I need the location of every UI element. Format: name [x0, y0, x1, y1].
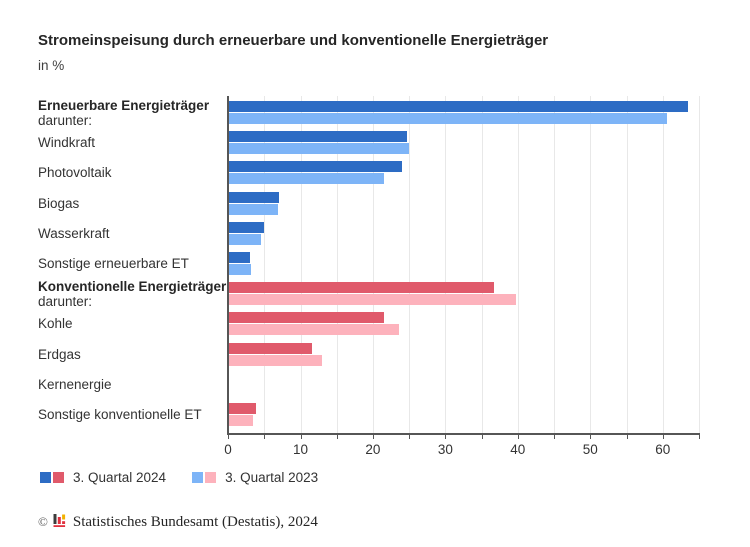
x-axis-tick — [228, 435, 229, 439]
bar-2023 — [229, 294, 516, 306]
legend-swatch-icon — [205, 472, 217, 483]
x-axis-tick — [264, 435, 266, 439]
y-axis-line — [227, 96, 229, 433]
x-axis-tick — [517, 435, 519, 439]
legend-label: 3. Quartal 2024 — [73, 470, 167, 485]
x-axis-tick — [300, 435, 302, 439]
legend-swatch-icon — [40, 472, 51, 483]
x-axis-tick — [626, 435, 628, 439]
gridline — [626, 96, 628, 433]
x-axis-tick — [336, 435, 338, 439]
bar-2024 — [229, 282, 495, 294]
gridline — [481, 96, 483, 433]
plot-area — [227, 96, 700, 433]
x-axis-tick-label: 10 — [292, 442, 309, 457]
x-axis-tick-label: 30 — [437, 442, 453, 457]
row-label: Erdgas — [38, 346, 81, 362]
gridline — [662, 96, 664, 433]
row-group-sublabel: darunter: — [38, 294, 93, 310]
x-axis-tick — [699, 435, 700, 439]
legend-item-2024: 3. Quartal 2024 — [40, 470, 166, 485]
gridline — [445, 96, 447, 433]
bar-chart: Erneuerbare Energieträger darunter: Windkr… — [0, 96, 750, 433]
row-group-sublabel: darunter: — [38, 113, 93, 128]
row-label: Photovoltaik — [38, 165, 112, 181]
x-axis: 0 10 20 30 40 50 60 — [224, 433, 700, 463]
bar-2023 — [229, 113, 667, 124]
gridline — [517, 96, 519, 433]
bar-2024 — [229, 252, 250, 263]
gridline — [264, 96, 266, 433]
x-axis-tick — [409, 435, 411, 439]
gridline — [590, 96, 592, 433]
bar-2023 — [229, 173, 385, 185]
x-axis-tick-label: 60 — [655, 442, 671, 457]
bar-2023 — [229, 264, 251, 275]
row-label: Kohle — [38, 316, 73, 332]
bar-2023 — [229, 203, 279, 215]
legend-item-2023: 3. Quartal 2023 — [192, 470, 318, 485]
bar-2024 — [229, 403, 256, 414]
bar-2024 — [229, 342, 313, 354]
bar-2024 — [229, 312, 385, 324]
bar-2023 — [229, 324, 400, 336]
gridline — [300, 96, 302, 433]
x-axis-tick — [662, 435, 664, 439]
gridline — [336, 96, 338, 433]
bar-2024 — [229, 191, 279, 203]
gridline — [372, 96, 374, 433]
copyright-symbol: © — [38, 514, 48, 529]
x-axis-tick — [445, 435, 447, 439]
bar-2024 — [229, 101, 689, 112]
x-axis-tick — [372, 435, 374, 439]
bar-2023 — [229, 415, 253, 426]
x-axis-tick — [481, 435, 483, 439]
row-label: Biogas — [38, 195, 80, 211]
chart-unit-subtitle: in % — [38, 58, 65, 73]
x-axis-tick — [554, 435, 556, 439]
page-title: Stromeinspeisung durch erneuerbare und k… — [38, 32, 549, 49]
gridline — [409, 96, 411, 433]
legend-label: 3. Quartal 2023 — [225, 470, 319, 485]
gridline — [699, 96, 700, 433]
x-axis-tick-label: 0 — [224, 442, 232, 457]
row-label: Kernenergie — [38, 376, 112, 392]
row-label: Wasserkraft — [38, 225, 110, 241]
bar-2023 — [229, 143, 410, 155]
x-axis-tick-label: 20 — [365, 442, 381, 457]
gridline — [554, 96, 556, 433]
x-axis-tick-label: 50 — [582, 442, 598, 457]
bar-2023 — [229, 354, 322, 366]
row-label: Sonstige erneuerbare ET — [38, 256, 189, 271]
legend: 3. Quartal 2024 3. Quartal 2023 — [40, 470, 318, 485]
x-axis-tick — [590, 435, 592, 439]
row-label: Windkraft — [38, 135, 96, 151]
row-label: Sonstige konventionelle ET — [38, 407, 202, 422]
label-column: Erneuerbare Energieträger darunter: Windkr… — [38, 96, 226, 433]
source-note: © Statistisches Bundesamt (Destatis), 20… — [38, 512, 318, 532]
x-axis-line — [227, 433, 700, 435]
row-group-label: Konventionelle Energieträger — [38, 279, 227, 295]
x-axis-tick-label: 40 — [510, 442, 526, 457]
source-text: Statistisches Bundesamt (Destatis), 2024 — [72, 513, 318, 530]
bar-2023 — [229, 233, 261, 245]
bar-2024 — [229, 131, 408, 143]
bar-2024 — [229, 161, 402, 173]
legend-swatch-icon — [192, 472, 204, 483]
legend-swatch-icon — [53, 472, 64, 483]
row-group-label: Erneuerbare Energieträger — [38, 98, 210, 113]
destatis-logo-icon — [53, 513, 67, 533]
bar-2024 — [229, 221, 264, 233]
